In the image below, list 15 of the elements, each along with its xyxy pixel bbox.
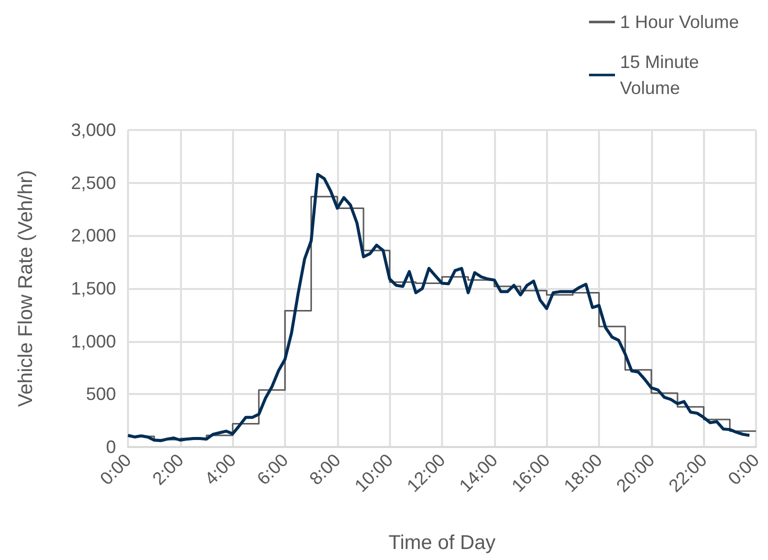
legend-label: 1 Hour Volume <box>620 12 740 32</box>
y-tick-label: 500 <box>86 384 116 404</box>
y-tick-label: 2,500 <box>70 172 116 193</box>
y-tick-label: 3,000 <box>70 120 116 140</box>
x-tick-label: 4:00 <box>200 450 240 489</box>
y-axis-title: Vehicle Flow Rate (Veh/hr) <box>15 170 37 407</box>
y-tick-label: 1,000 <box>70 331 116 352</box>
y-tick-label: 1,500 <box>70 278 116 298</box>
x-axis-title: Time of Day <box>388 532 496 554</box>
x-tick-label: 6:00 <box>253 450 292 489</box>
legend-label: 15 Minute Volume <box>620 52 704 98</box>
x-tick-label: 0:00 <box>724 450 764 489</box>
x-tick-label: 8:00 <box>306 450 344 489</box>
y-tick-label: 0 <box>106 437 116 457</box>
y-tick-label: 2,000 <box>70 226 116 246</box>
